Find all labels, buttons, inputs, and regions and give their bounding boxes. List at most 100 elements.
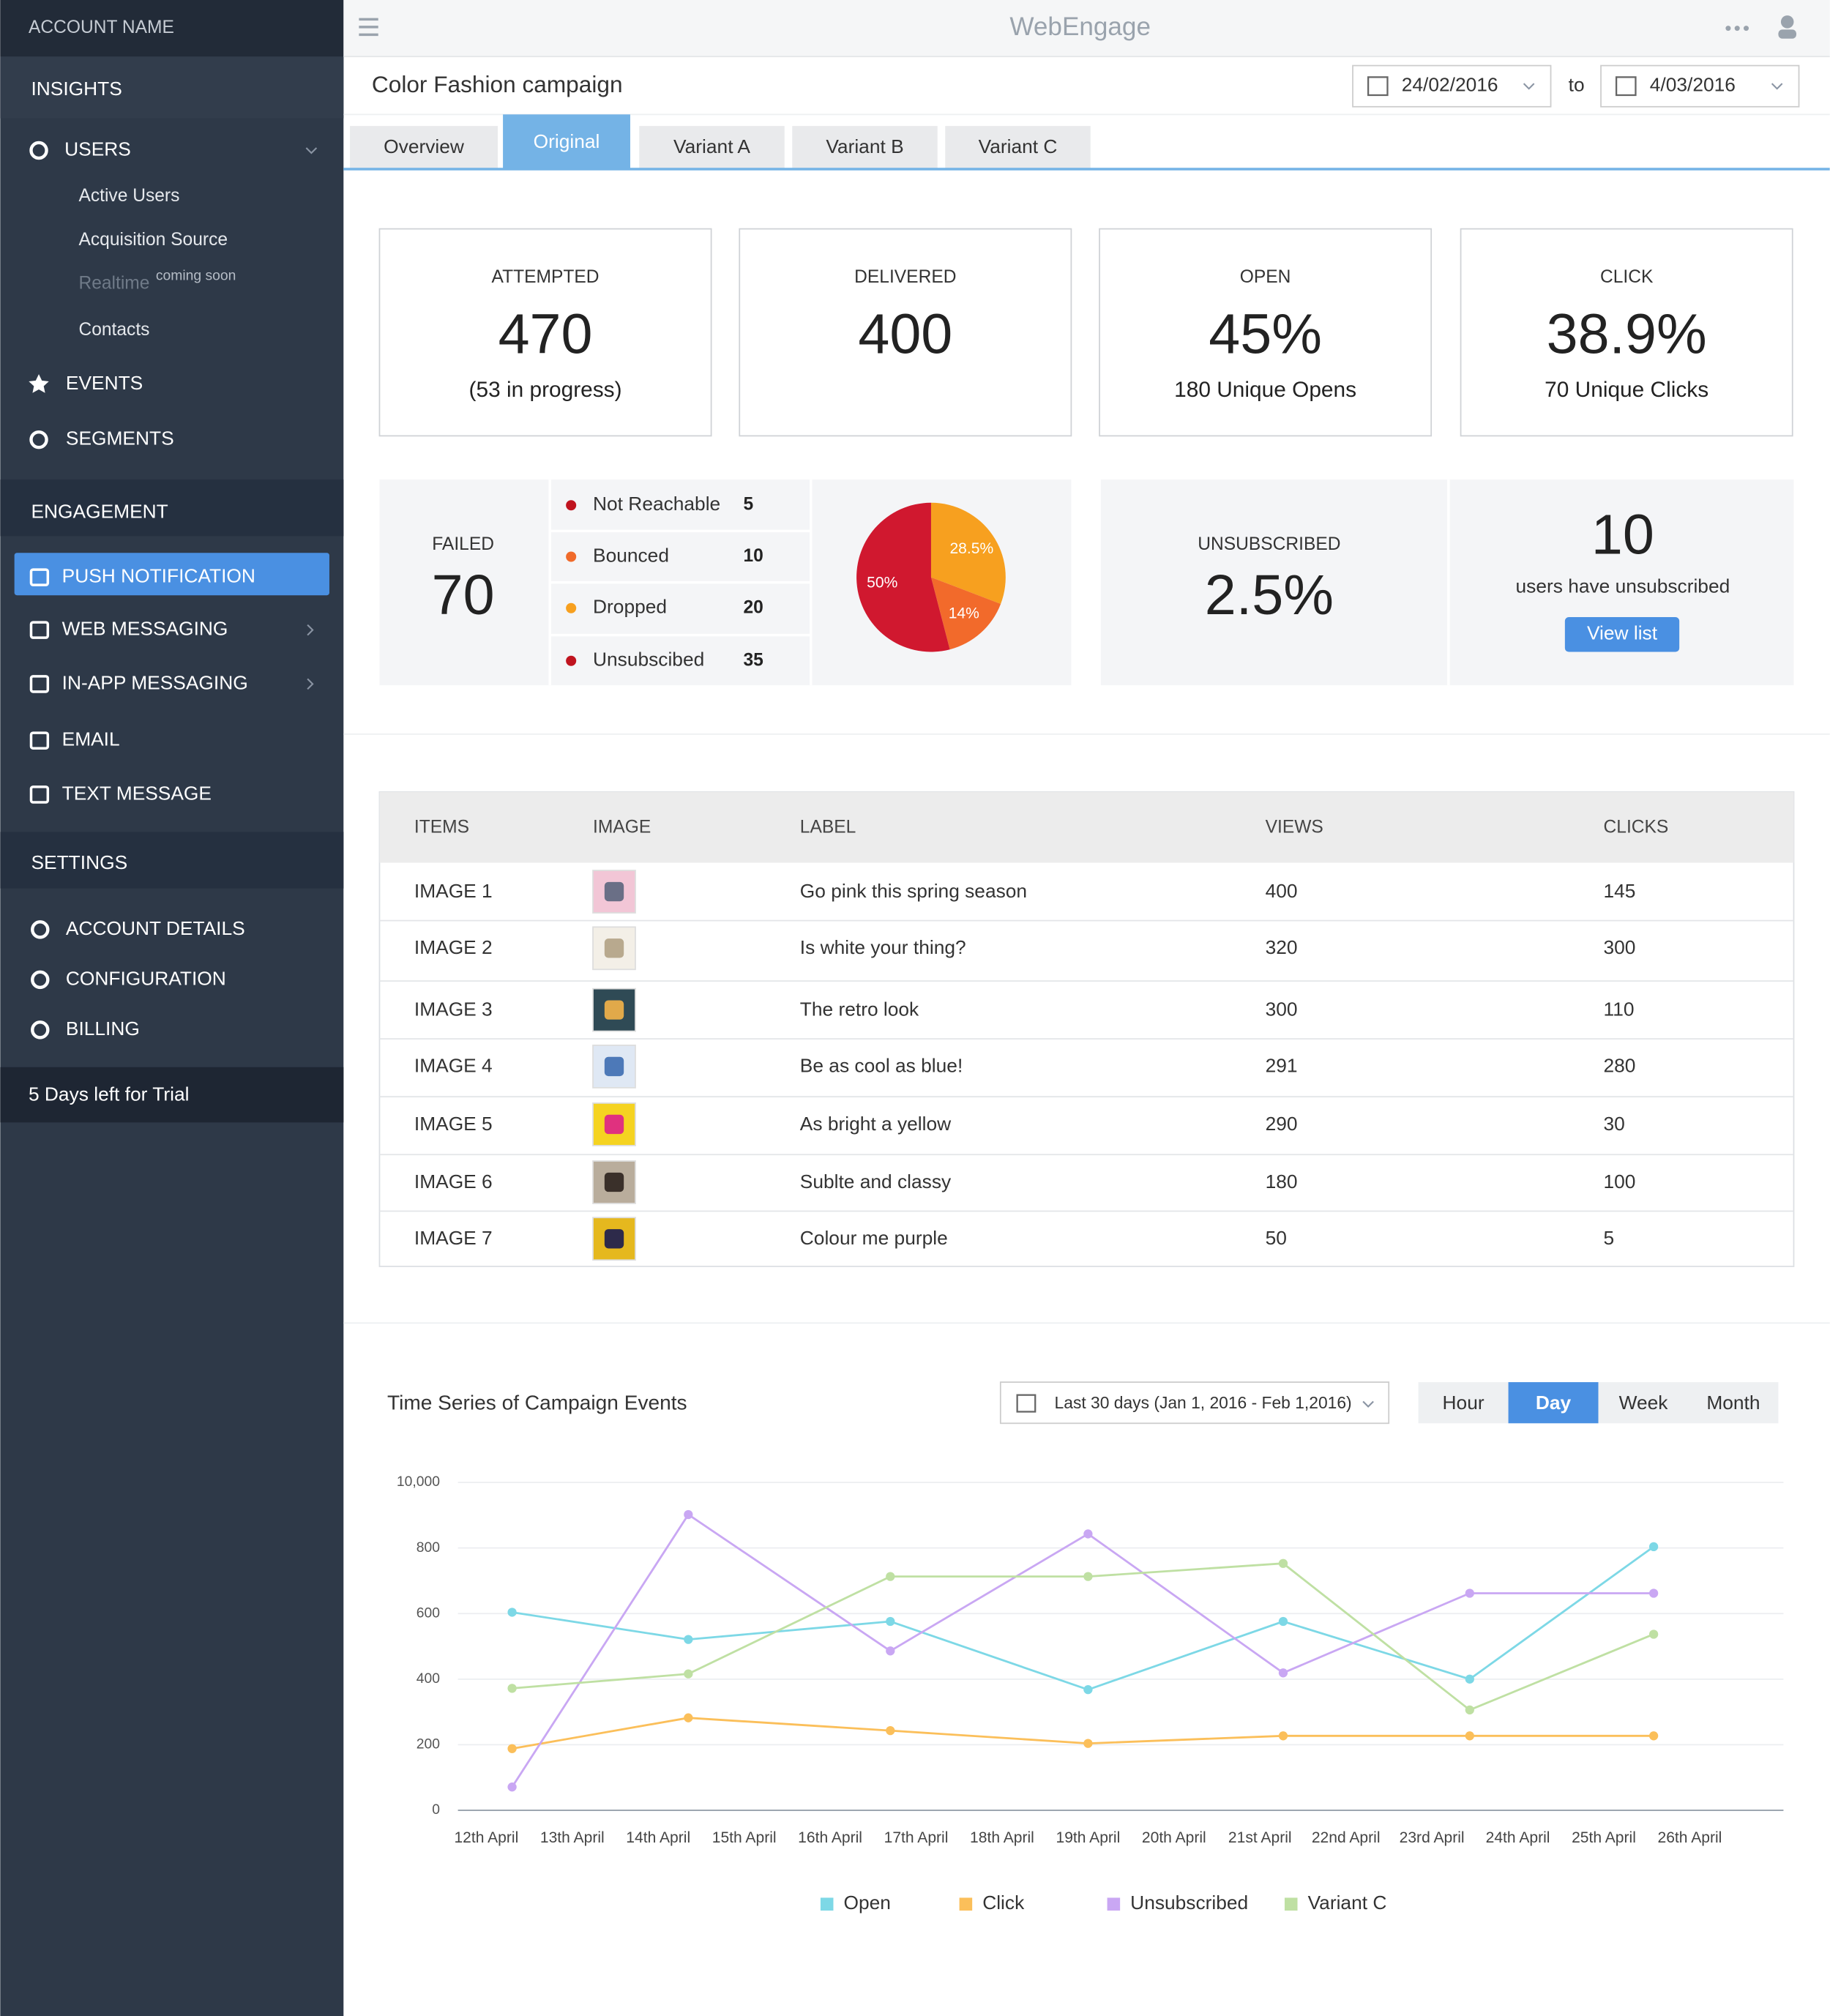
x-tick-label: 22nd April <box>1312 1829 1381 1846</box>
reason-count: 10 <box>744 546 763 566</box>
granularity-label[interactable]: Day <box>1536 1392 1572 1414</box>
series-line <box>511 1513 1654 1788</box>
granularity-button[interactable] <box>1508 1382 1599 1424</box>
series-point <box>1083 1685 1093 1695</box>
date-picker[interactable] <box>1352 64 1552 108</box>
table-cell: 320 <box>1266 936 1298 958</box>
series-point <box>507 1744 517 1753</box>
menu-item[interactable]: WEB MESSAGING <box>62 618 228 640</box>
section-band <box>0 56 344 119</box>
menu-item[interactable]: USERS <box>64 138 131 160</box>
series-point <box>1083 1739 1093 1748</box>
menu-item[interactable]: ACCOUNT DETAILS <box>66 917 245 939</box>
submenu-item[interactable]: Acquisition Source <box>78 230 228 250</box>
calendar-icon <box>1367 76 1389 97</box>
granularity-button[interactable] <box>1418 1382 1509 1424</box>
tab[interactable] <box>639 126 785 169</box>
range-picker[interactable] <box>999 1381 1390 1425</box>
tab-label[interactable]: Variant C <box>979 135 1058 157</box>
menu-icon <box>29 731 50 750</box>
granularity-label[interactable]: Week <box>1619 1392 1669 1414</box>
menu-icon <box>29 568 50 586</box>
tab[interactable] <box>945 126 1091 169</box>
table-header <box>379 791 1794 863</box>
legend-swatch <box>820 1897 834 1911</box>
series-point <box>1278 1731 1288 1741</box>
stat-note: 70 Unique Clicks <box>1545 378 1708 402</box>
reason-dot <box>566 655 577 666</box>
date-value: 24/02/2016 <box>1402 74 1498 96</box>
sidebar-account-bar <box>0 0 344 57</box>
tab[interactable] <box>350 126 498 169</box>
view-list-label[interactable]: View list <box>1587 622 1658 644</box>
menu-item[interactable]: EVENTS <box>66 372 143 394</box>
column-header: LABEL <box>800 818 856 837</box>
x-tick-label: 25th April <box>1572 1829 1636 1846</box>
date-value: 4/03/2016 <box>1650 74 1736 96</box>
menu-item[interactable]: CONFIGURATION <box>66 967 226 989</box>
chevron <box>307 624 314 636</box>
reason-name: Not Reachable <box>593 493 720 515</box>
tab-label[interactable]: Variant A <box>673 135 750 157</box>
menu-item[interactable]: PUSH NOTIFICATION <box>62 565 255 587</box>
menu-icon <box>29 621 50 639</box>
section-title: ENGAGEMENT <box>31 501 168 523</box>
reason-count: 35 <box>744 650 763 670</box>
pie-label: 14% <box>949 605 979 621</box>
table-cell: 290 <box>1266 1113 1298 1135</box>
unsubscribed-label: UNSUBSCRIBED <box>1198 534 1340 554</box>
range-value: Last 30 days (Jan 1, 2016 - Feb 1,2016) <box>1055 1393 1352 1412</box>
table-cell: 291 <box>1266 1055 1298 1077</box>
x-tick-label: 12th April <box>454 1829 518 1846</box>
logo: WebEngage <box>1009 12 1151 41</box>
granularity-button[interactable] <box>1688 1382 1779 1424</box>
submenu-item[interactable]: Contacts <box>78 320 149 340</box>
menu-icon <box>29 675 50 693</box>
timeseries-title: Time Series of Campaign Events <box>387 1391 687 1414</box>
tab[interactable] <box>503 114 630 169</box>
series-line <box>512 1717 1654 1750</box>
submenu-item[interactable]: Active Users <box>78 186 179 206</box>
menu-icon <box>31 920 50 939</box>
menu-item[interactable]: BILLING <box>66 1018 140 1039</box>
granularity-label[interactable]: Month <box>1706 1392 1760 1414</box>
series-point <box>1278 1616 1288 1627</box>
date-picker[interactable] <box>1600 64 1800 108</box>
submenu-item[interactable]: Realtime <box>78 274 149 294</box>
menu-item[interactable]: IN-APP MESSAGING <box>62 671 248 693</box>
menu-item[interactable]: EMAIL <box>62 728 120 750</box>
sidebar <box>0 0 344 2016</box>
failed-value: 70 <box>432 564 495 627</box>
view-list-button[interactable] <box>1564 617 1680 652</box>
user-icon <box>1778 29 1796 39</box>
table-cell: 280 <box>1604 1055 1636 1077</box>
reason-name: Unsubscibed <box>593 649 704 671</box>
menu-icon <box>29 374 49 393</box>
column-header: ITEMS <box>414 818 469 837</box>
unsubscribed-note: users have unsubscribed <box>1516 575 1730 597</box>
granularity-button[interactable] <box>1598 1382 1689 1424</box>
section-title: SETTINGS <box>31 851 127 873</box>
table-cell: Go pink this spring season <box>800 880 1027 902</box>
reason-count: 20 <box>744 597 763 617</box>
menu-item[interactable]: SEGMENTS <box>66 428 174 449</box>
menu-item[interactable]: TEXT MESSAGE <box>62 782 212 804</box>
y-tick-label: 0 <box>432 1802 440 1818</box>
date-separator: to <box>1569 74 1585 96</box>
column-header: IMAGE <box>593 818 651 837</box>
tab-label[interactable]: Original <box>534 130 600 152</box>
top-bar <box>343 0 1830 57</box>
table-cell: IMAGE 7 <box>414 1227 493 1249</box>
table-cell: IMAGE 4 <box>414 1055 493 1077</box>
table-cell: IMAGE 1 <box>414 880 493 902</box>
y-tick-label: 400 <box>417 1671 440 1687</box>
tab[interactable] <box>792 126 938 169</box>
series-point <box>1648 1629 1659 1639</box>
tab-label[interactable]: Overview <box>384 135 465 157</box>
table-cell: The retro look <box>800 998 919 1020</box>
stat-note: (53 in progress) <box>469 378 622 402</box>
tab-label[interactable]: Variant B <box>826 135 903 157</box>
legend-label: Unsubscribed <box>1130 1892 1248 1914</box>
granularity-label[interactable]: Hour <box>1443 1392 1484 1414</box>
